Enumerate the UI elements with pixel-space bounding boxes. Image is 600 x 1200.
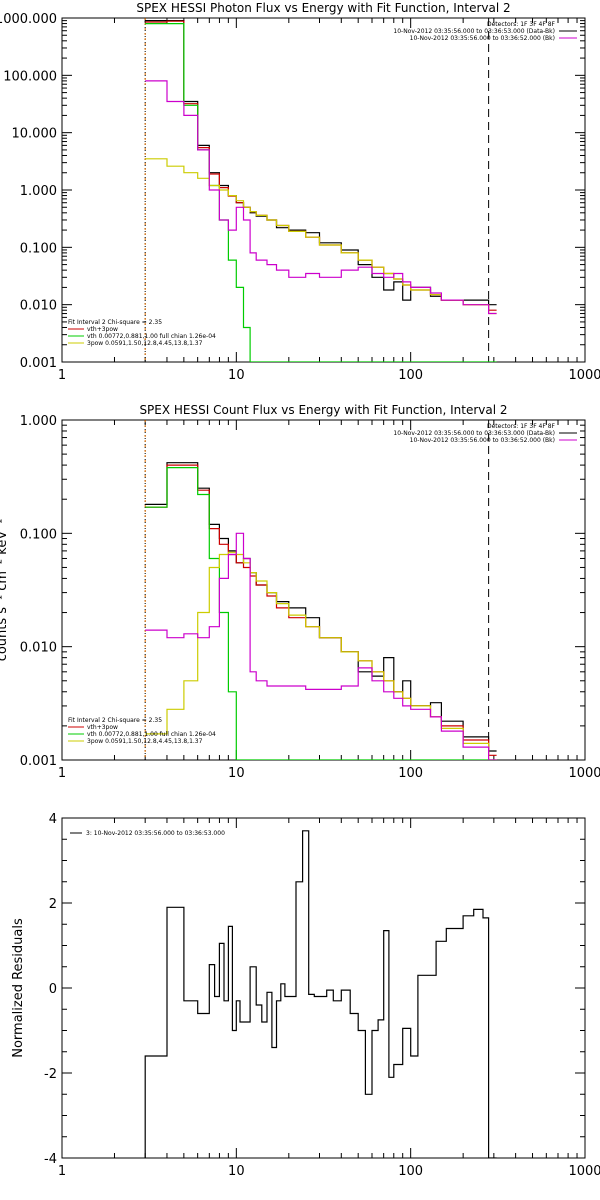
- series-data-bk: [145, 462, 497, 752]
- legend-bottom: Fit Interval 2 Chi-square = 2.35vth+3pow…: [68, 717, 216, 745]
- legend-top: 3: 10-Nov-2012 03:35:56.000 to 03:36:53.…: [70, 830, 225, 837]
- y-tick-label: 0: [49, 982, 57, 997]
- series-group: [144, 830, 497, 1158]
- series-vth-3pow: [145, 20, 497, 311]
- y-tick-label: 0.010: [20, 641, 57, 656]
- series-3pow: [145, 551, 497, 760]
- series-residuals: [144, 830, 497, 1158]
- series-vth-3pow: [145, 464, 497, 756]
- x-tick-label: 100: [398, 766, 423, 781]
- chart-title: SPEX HESSI Photon Flux vs Energy with Fi…: [136, 1, 510, 15]
- plot-frame: [61, 419, 586, 761]
- legend-entry: Fit Interval 2 Chi-square = 2.35: [68, 319, 162, 326]
- x-axis: 1 10 100 1000: [58, 18, 600, 383]
- plot-frame: [61, 17, 586, 363]
- series-3pow: [145, 158, 497, 315]
- y-tick-label: -4: [44, 1152, 57, 1167]
- plot-frame: [61, 817, 586, 1159]
- y-tick-label: 0.010: [20, 299, 57, 314]
- chart-panel-1: SPEX HESSI Photon Flux vs Energy with Fi…: [0, 1, 600, 383]
- x-tick-label: 1000: [568, 1164, 600, 1179]
- legend-entry: 3pow 0.0591,1.50,12.8,4.45,13.8,1.37: [87, 340, 203, 347]
- x-tick-label: 10: [228, 1164, 245, 1179]
- legend-entry: vth+3pow: [87, 724, 118, 731]
- x-axis: 1 10 100 1000: [58, 818, 600, 1179]
- legend-entry: 10-Nov-2012 03:35:56.000 to 03:36:52.000…: [410, 35, 555, 42]
- x-axis: 1 10 100 1000: [58, 420, 600, 781]
- legend-bottom: Fit Interval 2 Chi-square = 2.35vth+3pow…: [68, 319, 216, 347]
- legend-entry: 3pow 0.0591,1.50,12.8,4.45,13.8,1.37: [87, 738, 203, 745]
- x-tick-label: 1: [58, 368, 66, 383]
- y-tick-label: 2: [49, 897, 57, 912]
- series-vth: [145, 467, 497, 760]
- legend-entry: vth 0.00772,0.881,1.00 full chian 1.26e-…: [87, 731, 216, 738]
- series-bk: [145, 532, 497, 760]
- y-tick-label: 0.001: [20, 754, 57, 769]
- y-tick-label: 4: [49, 812, 57, 827]
- chart-panel-3: Normalized Residuals 1 10 100 1000 -4 -2 0 2 4 3: …: [11, 812, 600, 1179]
- y-tick-label: 0.100: [20, 527, 57, 542]
- legend-entry: vth 0.00772,0.881,1.00 full chian 1.26e-…: [87, 333, 216, 340]
- series-data-bk: [145, 20, 497, 306]
- x-tick-label: 1: [58, 766, 66, 781]
- x-tick-label: 1000: [568, 766, 600, 781]
- y-axis-label: Normalized Residuals: [11, 918, 26, 1058]
- legend-entry: vth+3pow: [87, 326, 118, 333]
- y-tick-label: -2: [44, 1067, 57, 1082]
- y-axis: -4 -2 0 2 4: [44, 812, 585, 1167]
- legend-entry: 10-Nov-2012 03:35:56.000 to 03:36:53.000…: [393, 430, 555, 437]
- y-axis-label: counts s⁻¹ cm⁻² keV⁻¹: [0, 519, 10, 662]
- legend-entry: Detectors: 1F 3F 4F 8F: [487, 423, 556, 430]
- x-tick-label: 1000: [568, 368, 600, 383]
- x-tick-label: 10: [228, 766, 245, 781]
- series-vth: [145, 23, 497, 362]
- y-tick-label: 0.100: [20, 241, 57, 256]
- legend-entry: 10-Nov-2012 03:35:56.000 to 03:36:53.000…: [393, 28, 555, 35]
- chart-title: SPEX HESSI Count Flux vs Energy with Fit…: [139, 403, 507, 417]
- series-group: [145, 20, 497, 362]
- legend-entry: Detectors: 1F 3F 4F 8F: [487, 21, 556, 28]
- y-tick-label: 1.000: [20, 184, 57, 199]
- x-tick-label: 100: [398, 368, 423, 383]
- series-group: [145, 462, 497, 760]
- chart-panel-2: SPEX HESSI Count Flux vs Energy with Fit…: [0, 403, 600, 781]
- y-axis: 0.001 0.010 0.100 1.000 10.000 100.000 1000.00…: [0, 12, 585, 371]
- y-tick-label: 10.000: [12, 127, 58, 142]
- legend-entry: 3: 10-Nov-2012 03:35:56.000 to 03:36:53.…: [86, 830, 225, 837]
- y-tick-label: 1.000: [20, 414, 57, 429]
- x-tick-label: 100: [398, 1164, 423, 1179]
- y-tick-label: 100.000: [3, 69, 57, 84]
- y-tick-label: 1000.000: [0, 12, 57, 27]
- series-bk: [145, 80, 497, 315]
- y-axis: 0.001 0.010 0.100 1.000: [20, 414, 585, 769]
- y-tick-label: 0.001: [20, 356, 57, 371]
- legend-entry: Fit Interval 2 Chi-square = 2.35: [68, 717, 162, 724]
- x-tick-label: 1: [58, 1164, 66, 1179]
- legend-entry: 10-Nov-2012 03:35:56.000 to 03:36:52.000…: [410, 437, 555, 444]
- x-tick-label: 10: [228, 368, 245, 383]
